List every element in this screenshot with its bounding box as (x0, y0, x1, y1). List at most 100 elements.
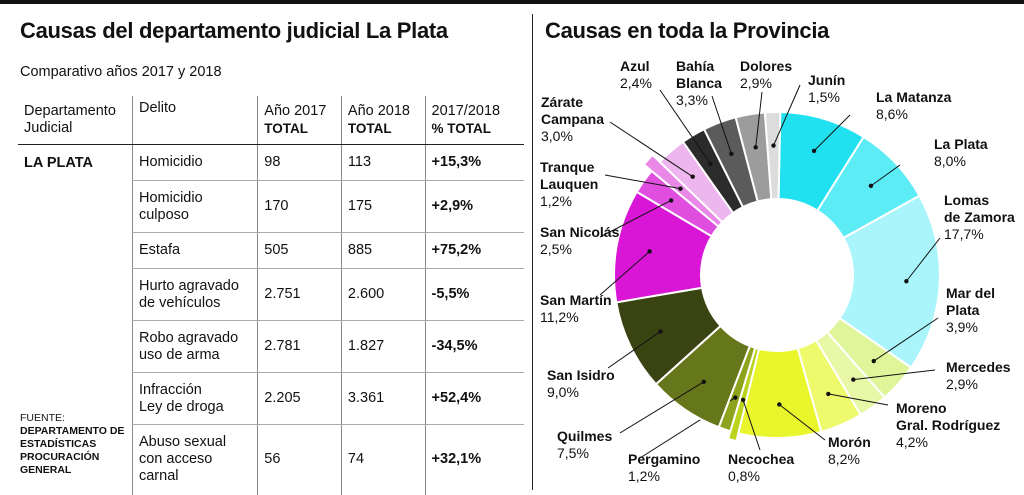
slice-label-value: 9,0% (547, 384, 579, 400)
left-title: Causas del departamento judicial La Plat… (20, 18, 448, 43)
leader-line-12 (599, 199, 672, 238)
slice-label-name: Lauquen (540, 176, 598, 192)
crime-line: de vehículos (138, 294, 221, 311)
table-body: LA PLATA Homicidio 98 113 +15,3% Homicidio cul… (18, 144, 524, 495)
slice-label-value: 7,5% (557, 445, 589, 461)
slice-label-value: 17,7% (944, 226, 984, 242)
slice-label-name: de Zamora (944, 209, 1015, 225)
table-header-row: Departamento Judicial Delito Año 2017 TO… (18, 96, 524, 145)
percent-change-cell: +52,4% (424, 372, 524, 425)
leader-line-11 (599, 251, 651, 296)
percent-change-cell: -34,5% (424, 320, 524, 373)
slice-label-name: Moreno (896, 400, 947, 416)
value-2017-cell: 505 (257, 232, 342, 269)
crime-line: Homicidio (138, 154, 203, 170)
slice-label-value: 4,2% (896, 434, 928, 450)
leader-line-6 (778, 404, 826, 441)
crime-cell: Hurto agravado de vehículos (131, 268, 258, 321)
top-rule (0, 0, 1024, 4)
crime-line: culposo (138, 206, 189, 223)
leader-line-1 (870, 164, 901, 187)
header-2017-line2: TOTAL (264, 121, 309, 136)
slice-label-name: Bahía (676, 58, 714, 74)
slice-label-name: Gral. Rodríguez (896, 417, 1000, 433)
leader-line-16 (711, 95, 732, 154)
slice-label-value: 1,2% (628, 468, 660, 484)
slice-label-value: 1,5% (808, 89, 840, 105)
slice-label-name: Zárate (541, 94, 583, 110)
slice-label-name: La Matanza (876, 89, 952, 105)
crime-cell: Abuso sexual con acceso carnal (131, 424, 258, 495)
percent-change-cell: +2,9% (424, 180, 524, 233)
leader-line-9 (619, 381, 705, 434)
header-2018: Año 2018 TOTAL (340, 96, 426, 145)
leader-line-18 (773, 84, 801, 146)
value-2018-cell: 175 (340, 180, 426, 233)
header-crime: Delito (131, 96, 258, 145)
slice-label-name: Azul (620, 58, 650, 74)
crime-line: Hurto agravado (138, 277, 239, 294)
slice-label-value: 8,0% (934, 153, 966, 169)
value-2017-cell: 98 (257, 144, 342, 181)
slice-label-name: Mar del (946, 285, 995, 301)
slice-label-name: Morón (828, 434, 871, 450)
panel-divider (532, 14, 533, 490)
slice-label-value: 11,2% (540, 309, 579, 325)
slice-label-value: 1,2% (540, 193, 572, 209)
value-2018-cell: 74 (340, 424, 426, 495)
left-subtitle: Comparativo años 2017 y 2018 (20, 64, 222, 80)
crime-line: Robo agravado (138, 329, 239, 346)
value-2017-cell: 2.205 (257, 372, 342, 425)
crime-line: con acceso (138, 451, 213, 468)
value-2017-cell: 2.781 (257, 320, 342, 373)
slice-label-value: 3,3% (676, 92, 708, 108)
source-label: FUENTE: (20, 412, 65, 424)
leader-line-5 (828, 393, 889, 406)
leader-line-15 (659, 89, 711, 165)
percent-change-cell: -5,5% (424, 268, 524, 321)
leader-line-13 (604, 174, 681, 190)
table-row: Infracción Ley de droga 2.205 3.361 +52,4% (18, 372, 524, 425)
header-department-line1: Departamento (24, 103, 116, 119)
slice-label-value: 2,5% (540, 241, 572, 257)
leader-line-17 (755, 91, 763, 148)
source-note: FUENTE: DEPARTAMENTO DE ESTADÍSTICAS PRO… (20, 412, 130, 477)
leader-line-14 (609, 121, 693, 178)
crime-line: uso de arma (138, 346, 220, 363)
value-2018-cell: 2.600 (340, 268, 426, 321)
slice-label-name: Necochea (728, 451, 794, 467)
table-row: Homicidio culposo 170 175 +2,9% (18, 180, 524, 233)
right-title: Causas en toda la Provincia (545, 18, 830, 43)
slice-label-name: Junín (808, 72, 845, 88)
header-percent-line1: 2017/2018 (431, 103, 501, 119)
slice-label-value: 8,2% (828, 451, 860, 467)
slice-label-name: Tranque (540, 159, 595, 175)
leader-line-10 (607, 331, 661, 369)
slice-label-name: San Martín (540, 292, 612, 308)
causes-table: Departamento Judicial Delito Año 2017 TO… (18, 96, 524, 495)
percent-change-cell: +75,2% (424, 232, 524, 269)
source-organization: DEPARTAMENTO DE ESTADÍSTICAS PROCURACIÓN… (20, 425, 125, 476)
leader-line-0 (813, 114, 851, 152)
header-2017-line1: Año 2017 (264, 103, 327, 119)
slice-label-value: 3,0% (541, 128, 573, 144)
slice-label-value: 2,9% (740, 75, 772, 91)
crime-cell: Homicidio (131, 144, 258, 181)
crime-cell: Infracción Ley de droga (131, 372, 258, 425)
slice-label-value: 3,9% (946, 319, 978, 335)
table-row: LA PLATA Homicidio 98 113 +15,3% (18, 144, 524, 181)
crime-line: Ley de droga (138, 398, 224, 415)
table-row: Estafa 505 885 +75,2% (18, 232, 524, 269)
percent-change-cell: +32,1% (424, 424, 524, 495)
header-department: Departamento Judicial (18, 96, 133, 145)
slice-label-value: 2,9% (946, 376, 978, 392)
value-2017-cell: 56 (257, 424, 342, 495)
header-percent-line2: % TOTAL (431, 121, 492, 136)
crime-cell: Homicidio culposo (131, 180, 258, 233)
table-row: Robo agravado uso de arma 2.781 1.827 -34,5% (18, 320, 524, 373)
slice-label-name: San Isidro (547, 367, 615, 383)
table-row: Abuso sexual con acceso carnal 56 74 +32,1% (18, 424, 524, 495)
header-percent: 2017/2018 % TOTAL (424, 96, 524, 145)
header-2018-line1: Año 2018 (347, 103, 410, 119)
